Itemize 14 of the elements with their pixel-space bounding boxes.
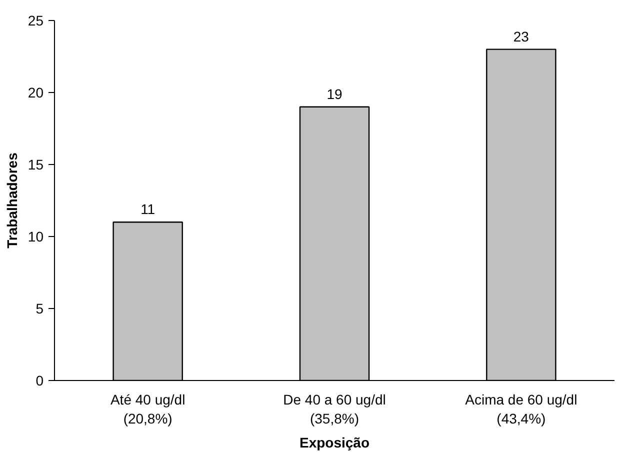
data-label: 23 bbox=[513, 28, 530, 44]
y-tick-label: 25 bbox=[28, 12, 44, 28]
x-axis-title: Exposição bbox=[299, 434, 370, 451]
y-tick-label: 15 bbox=[28, 156, 44, 172]
x-tick-label: Acima de 60 ug/dl (43,4%) bbox=[465, 392, 578, 427]
y-tick-label: 0 bbox=[36, 372, 44, 388]
data-label: 11 bbox=[140, 201, 156, 218]
y-tick-label: 5 bbox=[36, 300, 44, 316]
x-tick-label: De 40 a 60 ug/dl (35,8%) bbox=[283, 392, 386, 427]
data-label: 19 bbox=[326, 86, 342, 102]
y-axis-title: Trabalhadores bbox=[4, 152, 20, 248]
x-tick-label: Até 40 ug/dl (20,8%) bbox=[110, 392, 186, 427]
y-tick-label: 10 bbox=[28, 228, 44, 244]
y-tick-label: 20 bbox=[28, 84, 44, 100]
